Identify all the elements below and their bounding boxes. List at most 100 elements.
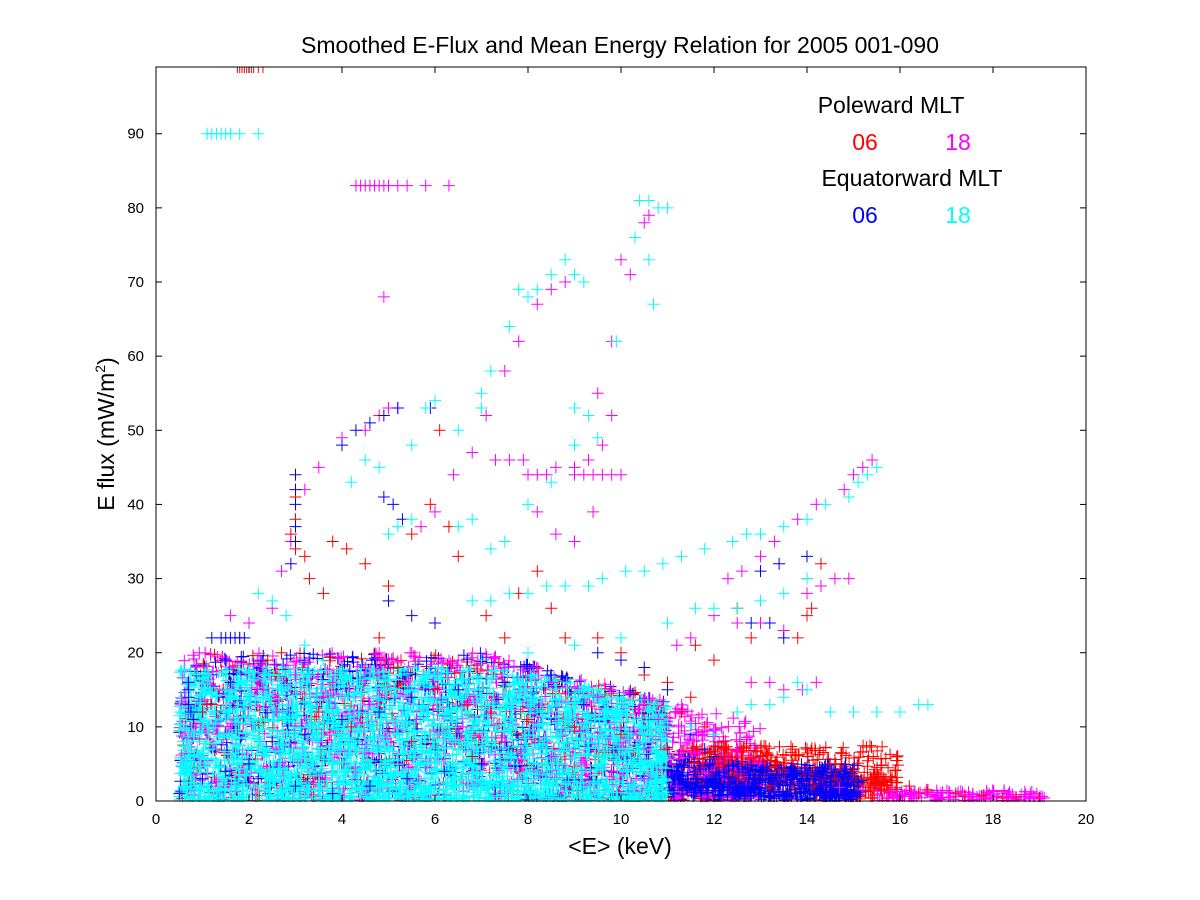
data-point: [498, 364, 511, 377]
data-point: [763, 698, 776, 711]
data-point: [754, 565, 767, 578]
data-point: [582, 453, 595, 466]
data-point: [280, 609, 293, 622]
legend-heading-poleward: Poleward MLT: [818, 92, 965, 118]
data-point: [545, 476, 558, 489]
data-point: [401, 772, 414, 785]
data-point: [624, 268, 637, 281]
data-point: [801, 513, 813, 526]
data-point: [615, 654, 627, 667]
data-point: [377, 409, 390, 422]
data-point: [456, 720, 469, 733]
data-point: [270, 706, 283, 719]
data-point: [745, 698, 758, 711]
data-point: [466, 446, 479, 459]
data-point: [466, 513, 479, 526]
data-point: [531, 505, 544, 518]
x-tick-label: 4: [338, 811, 346, 828]
data-point: [582, 409, 595, 422]
data-point: [801, 609, 813, 622]
data-point: [708, 602, 720, 615]
data-point: [289, 780, 302, 793]
data-point: [638, 661, 651, 674]
legend-entry-poleward-18: 18: [945, 129, 971, 155]
data-point: [559, 276, 572, 289]
data-point: [801, 743, 813, 756]
data-point: [289, 668, 302, 681]
data-point: [205, 706, 218, 719]
data-point: [219, 765, 232, 778]
data-point: [615, 468, 627, 481]
data-cloud-points: [173, 661, 674, 802]
data-point: [684, 720, 697, 733]
data-point: [184, 706, 197, 719]
data-point: [801, 683, 813, 696]
data-point: [303, 572, 316, 585]
data-point: [317, 587, 330, 600]
data-point: [801, 550, 813, 563]
data-point: [591, 631, 604, 644]
data-point: [498, 661, 511, 674]
data-point: [345, 720, 358, 733]
data-point: [275, 565, 288, 578]
data-point: [577, 276, 590, 289]
data-point: [312, 461, 325, 474]
data-point: [605, 409, 618, 422]
data-point: [684, 691, 697, 704]
data-point: [382, 668, 395, 681]
data-point: [363, 698, 376, 711]
legend-entry-equatorward-06: 06: [852, 202, 878, 228]
data-point: [289, 683, 302, 696]
data-point: [773, 786, 786, 799]
data-point: [229, 683, 242, 696]
data-point: [512, 335, 525, 348]
y-tick-label: 0: [136, 793, 144, 810]
data-point: [219, 654, 232, 667]
data-point: [689, 639, 702, 652]
data-point: [708, 654, 720, 667]
data-point: [610, 335, 623, 348]
data-point: [745, 676, 758, 689]
data-point: [638, 565, 651, 578]
data-point: [419, 402, 432, 415]
data-point: [405, 513, 418, 526]
data-point: [363, 780, 376, 793]
data-point: [452, 550, 465, 563]
data-point: [708, 728, 720, 741]
data-point: [777, 520, 790, 533]
data-point: [670, 780, 683, 793]
data-point: [240, 67, 253, 73]
data-point: [349, 424, 362, 437]
data-point: [522, 468, 534, 481]
data-point: [461, 698, 474, 711]
data-point: [196, 720, 209, 733]
data-point: [921, 698, 934, 711]
data-point: [377, 491, 390, 504]
x-tick-label: 18: [985, 811, 1002, 828]
data-point: [224, 676, 237, 689]
data-point: [568, 439, 581, 452]
data-point: [763, 617, 776, 630]
data-point: [256, 67, 269, 73]
data-point: [828, 572, 841, 585]
data-point: [745, 783, 758, 796]
data-point: [498, 631, 511, 644]
data-point: [996, 792, 1009, 802]
data-point: [894, 706, 906, 719]
y-axis: 0 10 20 30 40 50 60 70 80 90: [127, 126, 1086, 810]
data-point: [182, 765, 195, 778]
data-point: [345, 476, 358, 489]
data-point: [568, 402, 581, 415]
data-cloud-points: [661, 758, 868, 802]
data-point: [382, 579, 395, 592]
legend-entry-equatorward-18: 18: [945, 202, 971, 228]
y-axis-label-main: E flux (mW/m: [93, 373, 119, 511]
data-point: [661, 743, 674, 756]
data-point: [231, 67, 244, 73]
data-point: [847, 706, 860, 719]
data-point: [777, 769, 790, 782]
y-tick-label: 40: [127, 496, 144, 513]
data-point: [289, 520, 302, 533]
data-point: [187, 713, 200, 726]
